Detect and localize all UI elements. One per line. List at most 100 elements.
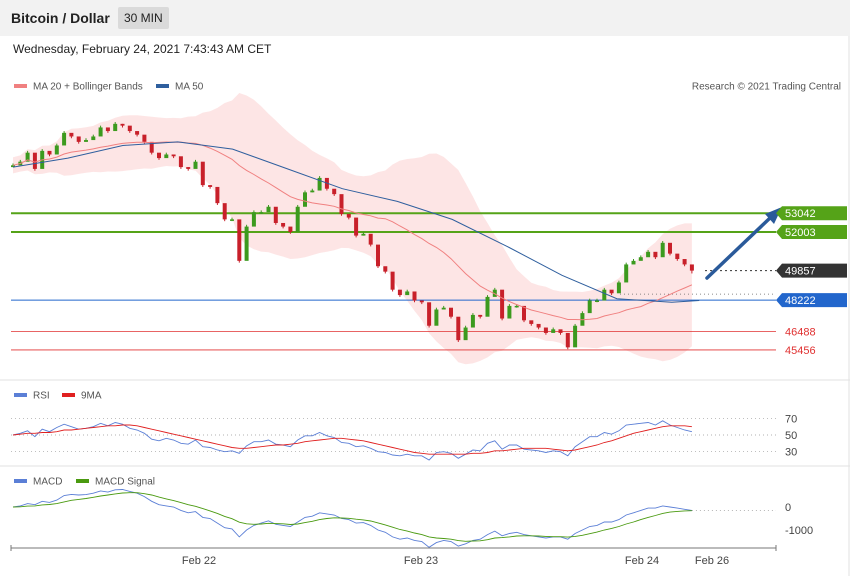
candle-body <box>376 244 380 267</box>
candle-body <box>25 152 30 162</box>
key-levels <box>11 212 776 351</box>
candle-body <box>682 259 687 265</box>
candle-body <box>660 242 665 258</box>
candle-body <box>500 289 505 319</box>
timeframe-badge[interactable]: 30 MIN <box>118 7 169 29</box>
x-axis: Feb 22 Feb 23 Feb 24 Feb 26 <box>10 545 777 567</box>
candle-body <box>310 190 315 193</box>
candle-body <box>419 300 424 303</box>
candle-body <box>346 213 351 218</box>
candle-body <box>84 140 88 142</box>
macd-tick--1000: -1000 <box>785 525 813 537</box>
candle-body <box>193 161 198 169</box>
candle-body <box>171 154 176 157</box>
candle-body <box>390 271 395 290</box>
candle-body <box>646 251 651 258</box>
x-tick-label: Feb 22 <box>182 555 216 567</box>
candle-body <box>529 320 534 324</box>
candle-body <box>595 300 599 302</box>
level-tag-label-45456: 45456 <box>785 345 816 357</box>
rsi-tick-30: 30 <box>785 447 797 459</box>
candle-body <box>32 152 37 169</box>
candle-body <box>368 233 373 245</box>
candle-body <box>405 291 410 296</box>
candle-body <box>514 305 519 308</box>
bollinger-bands <box>13 93 692 365</box>
level-tag-48222 <box>776 293 847 308</box>
candle-body <box>522 305 526 321</box>
legend-swatch-ma20 <box>14 84 27 88</box>
copyright-text: Research © 2021 Trading Central <box>692 82 841 93</box>
level-tag-label-46488: 46488 <box>785 326 816 338</box>
candle-body <box>470 314 475 328</box>
rsi-line <box>12 420 693 461</box>
candle-body <box>456 316 461 341</box>
candle-body <box>339 194 344 214</box>
candle-body <box>536 323 541 328</box>
candle-body <box>222 203 227 220</box>
candle-body <box>317 177 322 191</box>
level-tag-53042 <box>776 206 847 221</box>
macd-line <box>12 489 692 548</box>
candle-body <box>164 154 169 159</box>
rsi-tick-50: 50 <box>785 430 797 442</box>
header-bar: Bitcoin / Dollar 30 MIN <box>0 0 850 36</box>
candle-body <box>215 186 220 204</box>
candle-body <box>383 266 388 272</box>
forecast-arrow-shaft <box>705 216 772 280</box>
macd-panel: 0 -1000 <box>12 489 813 548</box>
instrument-title: Bitcoin / Dollar <box>11 10 110 26</box>
candle-body <box>587 300 592 314</box>
legend-label-macd-signal: MACD Signal <box>95 477 155 488</box>
legend-label-ma20: MA 20 + Bollinger Bands <box>33 82 143 93</box>
candle-body <box>631 260 636 265</box>
candle-body <box>602 289 607 301</box>
candle-body <box>54 145 59 155</box>
candle-body <box>62 132 67 146</box>
legend-label-ma50: MA 50 <box>175 82 204 93</box>
legend-label-9ma: 9MA <box>81 391 102 402</box>
legend-swatch-macd <box>14 479 27 483</box>
candle-body <box>609 289 614 294</box>
x-tick-label: Feb 23 <box>404 555 438 567</box>
candle-body <box>332 188 337 195</box>
legend-label-macd: MACD <box>33 477 62 488</box>
candle-body <box>230 219 234 221</box>
candle-body <box>244 226 249 261</box>
candle-body <box>142 134 147 142</box>
candle-body <box>208 185 213 187</box>
candle-body <box>120 123 125 126</box>
candle-body <box>668 242 672 254</box>
candle-body <box>113 123 118 132</box>
level-tag-label-49857: 49857 <box>785 266 816 278</box>
bollinger-band-area <box>13 93 692 365</box>
candle-body <box>69 132 74 137</box>
candle-body <box>485 296 490 317</box>
candle-body <box>98 127 103 137</box>
candle-body <box>449 307 453 317</box>
candle-body <box>434 309 439 326</box>
legend-swatch-macd-signal <box>76 479 89 483</box>
candle-body <box>105 127 110 132</box>
candle-body <box>354 217 359 236</box>
candle-body <box>273 206 278 223</box>
candle-body <box>157 152 161 159</box>
level-tag-49857 <box>776 263 847 278</box>
moving-averages <box>12 141 700 321</box>
x-tick-label: Feb 24 <box>625 555 659 567</box>
candle-body <box>638 257 643 261</box>
candle-body <box>149 141 154 153</box>
candle-body <box>47 150 52 155</box>
ma20-line <box>12 141 693 321</box>
candle-body <box>463 327 468 341</box>
candle-body <box>397 289 402 296</box>
legend-label-rsi: RSI <box>33 391 50 402</box>
candle-body <box>427 302 432 326</box>
candle-body <box>288 226 293 232</box>
level-tag-52003 <box>776 224 847 239</box>
macd-signal-line <box>12 492 692 542</box>
candle-body <box>91 136 96 141</box>
level-tag-label-48222: 48222 <box>785 295 816 307</box>
